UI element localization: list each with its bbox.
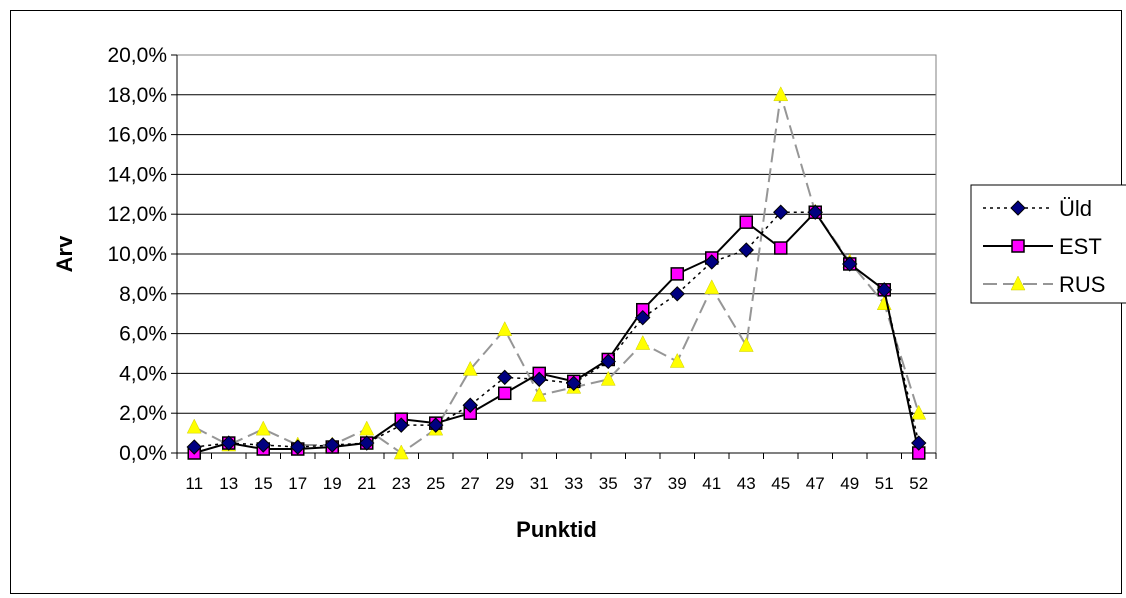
data-point: [186, 439, 202, 455]
x-tick-label: 33: [564, 474, 583, 493]
x-tick-label: 51: [875, 474, 894, 493]
data-point: [462, 360, 478, 376]
x-tick-label: 37: [633, 474, 652, 493]
data-point: [635, 334, 651, 350]
x-tick-label: 11: [185, 474, 203, 493]
y-tick-label: 16,0%: [107, 124, 167, 147]
data-point: [911, 404, 927, 420]
x-tick-label: 15: [254, 474, 273, 493]
y-tick-label: 20,0%: [107, 44, 167, 67]
series-line: [193, 210, 920, 454]
data-point: [462, 397, 478, 413]
data-point: [290, 439, 306, 455]
data-point: [670, 267, 684, 281]
x-tick-label: 35: [599, 474, 618, 493]
data-point: [497, 369, 513, 386]
data-point: [774, 241, 788, 255]
x-tick-label: 45: [771, 474, 790, 493]
data-point: [669, 352, 685, 368]
x-tick-label: 31: [530, 474, 549, 493]
y-tick-label: 0,0%: [119, 442, 167, 465]
y-tick-label: 6,0%: [119, 323, 167, 346]
data-point: [393, 444, 409, 460]
x-tick-label: 23: [392, 474, 411, 493]
y-tick-label: 18,0%: [107, 84, 167, 107]
legend-label: RUS: [1059, 272, 1105, 297]
legend-label: Üld: [1059, 196, 1092, 221]
x-axis-title: Punktid: [516, 517, 597, 542]
data-point: [876, 282, 892, 298]
data-point: [221, 435, 237, 451]
data-point: [566, 375, 582, 392]
data-point: [498, 386, 512, 401]
legend-label: EST: [1059, 234, 1102, 259]
data-point: [704, 254, 720, 270]
legend-marker: [1011, 239, 1025, 253]
data-point: [738, 242, 754, 258]
data-point: [600, 353, 616, 370]
data-point: [428, 417, 444, 433]
data-point: [739, 215, 753, 229]
series-line: [194, 211, 920, 448]
legend-marker: [1010, 275, 1026, 291]
data-point: [531, 386, 547, 402]
y-tick-label: 12,0%: [107, 203, 167, 226]
x-tick-label: 47: [806, 474, 825, 493]
gridlines: [177, 54, 936, 454]
y-tick-label: 2,0%: [119, 402, 167, 425]
legend-entry: EST: [983, 234, 1102, 259]
x-tick-label: 43: [737, 474, 756, 493]
x-tick-label: 13: [219, 474, 238, 493]
series-üld: [186, 204, 927, 455]
data-point: [738, 336, 754, 352]
legend: Üld EST RUS: [970, 184, 1126, 304]
data-point: [704, 279, 720, 295]
x-tick-label: 39: [668, 474, 687, 493]
data-point: [635, 309, 651, 326]
data-point: [186, 418, 202, 434]
series-est: [187, 205, 926, 460]
data-point: [497, 321, 513, 336]
x-axis-ticks: 11 13 15 17 19 21 23 25 27 29 31 33 35 37 39 41 43 45 47 49…: [176, 453, 937, 493]
data-point: [255, 420, 271, 436]
data-point: [600, 370, 616, 386]
series-line: [193, 94, 920, 455]
series-rus: [186, 86, 927, 460]
data-point: [842, 256, 858, 272]
data-point: [324, 437, 340, 453]
x-tick-label: 19: [323, 474, 342, 493]
data-point: [531, 371, 547, 388]
y-tick-label: 14,0%: [107, 163, 167, 186]
y-tick-label: 8,0%: [119, 283, 167, 306]
x-tick-label: 27: [461, 474, 480, 493]
data-point: [359, 435, 375, 451]
x-tick-label: 21: [357, 474, 376, 493]
data-point: [773, 86, 789, 102]
legend-entry: RUS: [983, 272, 1105, 297]
legend-marker: [1010, 200, 1026, 216]
series-layer: [186, 86, 927, 460]
data-point: [807, 204, 823, 220]
data-point: [911, 435, 927, 451]
legend-entry: Üld: [983, 196, 1092, 221]
y-tick-label: 10,0%: [107, 243, 167, 266]
data-point: [669, 286, 685, 302]
x-tick-label: 25: [426, 474, 445, 493]
y-axis-ticks: 0,0% 2,0% 4,0% 6,0% 8,0% 10,0% 12,0% 14,0% 16,0%…: [107, 44, 177, 465]
data-point: [255, 437, 271, 453]
data-point: [876, 295, 892, 310]
data-point: [393, 417, 409, 433]
x-tick-label: 49: [840, 474, 859, 493]
y-tick-label: 4,0%: [119, 362, 167, 385]
x-tick-label: 52: [909, 474, 928, 493]
y-axis-title: Arv: [52, 235, 77, 272]
data-point: [359, 420, 375, 436]
data-point: [773, 204, 789, 220]
x-tick-label: 29: [495, 474, 514, 493]
x-tick-label: 17: [288, 474, 307, 493]
x-tick-label: 41: [702, 474, 721, 493]
